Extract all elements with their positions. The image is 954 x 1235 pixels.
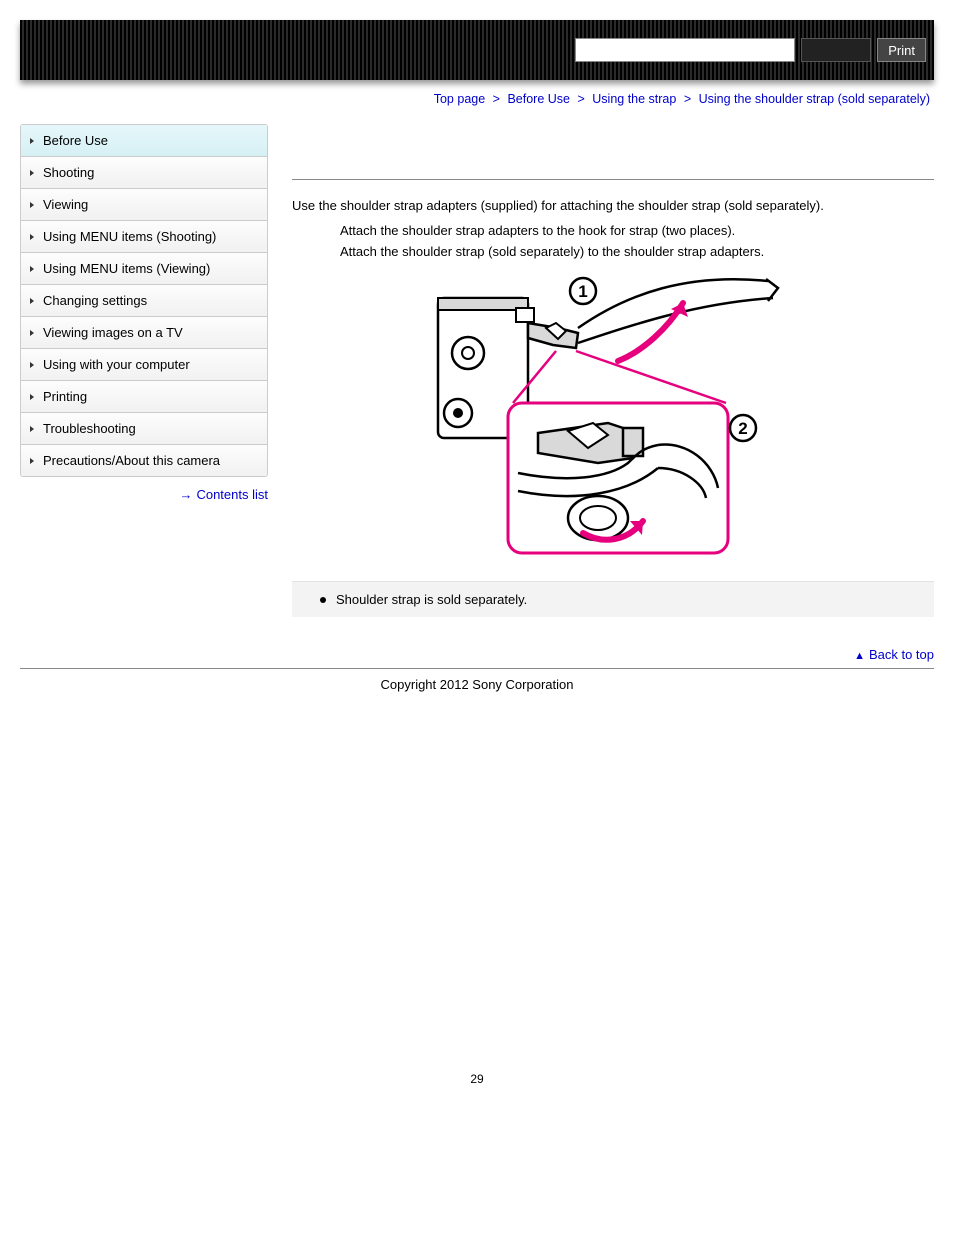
back-to-top-wrap: ▲ Back to top (20, 647, 934, 662)
nav-item-viewing[interactable]: Viewing (21, 189, 267, 221)
search-input[interactable] (575, 38, 795, 62)
contents-link-wrap: → Contents list (20, 487, 268, 502)
breadcrumb-sep: > (684, 92, 691, 106)
back-to-top-link[interactable]: Back to top (869, 647, 934, 662)
callout-1: 1 (578, 282, 587, 301)
contents-list-link[interactable]: Contents list (196, 487, 268, 502)
breadcrumb-link-strap[interactable]: Using the strap (592, 92, 676, 106)
nav-item-settings[interactable]: Changing settings (21, 285, 267, 317)
page-number: 29 (20, 1072, 934, 1086)
nav-item-troubleshooting[interactable]: Troubleshooting (21, 413, 267, 445)
note-item: Shoulder strap is sold separately. (320, 592, 916, 607)
content-main: Use the shoulder strap adapters (supplie… (292, 124, 934, 617)
nav-list: Before Use Shooting Viewing Using MENU i… (20, 124, 268, 477)
arrow-right-icon: → (179, 487, 192, 502)
print-button[interactable]: Print (877, 38, 926, 62)
intro-text: Use the shoulder strap adapters (supplie… (292, 198, 934, 213)
callout-2: 2 (738, 419, 747, 438)
step-2: Attach the shoulder strap (sold separate… (340, 244, 934, 259)
breadcrumb-sep: > (493, 92, 500, 106)
breadcrumb-link-before-use[interactable]: Before Use (507, 92, 570, 106)
breadcrumb-sep: > (577, 92, 584, 106)
nav-item-menu-shooting[interactable]: Using MENU items (Shooting) (21, 221, 267, 253)
triangle-up-icon: ▲ (854, 650, 865, 662)
breadcrumb: Top page > Before Use > Using the strap … (20, 92, 934, 106)
nav-item-precautions[interactable]: Precautions/About this camera (21, 445, 267, 476)
search-button[interactable] (801, 38, 871, 62)
note-box: Shoulder strap is sold separately. (292, 581, 934, 617)
step-1: Attach the shoulder strap adapters to th… (340, 223, 934, 238)
nav-item-printing[interactable]: Printing (21, 381, 267, 413)
header-band: Print (20, 20, 934, 80)
steps-list: Attach the shoulder strap adapters to th… (340, 223, 934, 259)
breadcrumb-link-current[interactable]: Using the shoulder strap (sold separatel… (699, 92, 930, 106)
nav-item-shooting[interactable]: Shooting (21, 157, 267, 189)
nav-item-before-use[interactable]: Before Use (21, 125, 267, 157)
nav-item-menu-viewing[interactable]: Using MENU items (Viewing) (21, 253, 267, 285)
nav-item-tv[interactable]: Viewing images on a TV (21, 317, 267, 349)
copyright-text: Copyright 2012 Sony Corporation (20, 677, 934, 692)
nav-item-computer[interactable]: Using with your computer (21, 349, 267, 381)
footer-divider (20, 668, 934, 669)
divider (292, 179, 934, 180)
sidebar: Before Use Shooting Viewing Using MENU i… (20, 124, 268, 617)
breadcrumb-link-top[interactable]: Top page (434, 92, 485, 106)
illustration-diagram: 1 (428, 273, 798, 563)
